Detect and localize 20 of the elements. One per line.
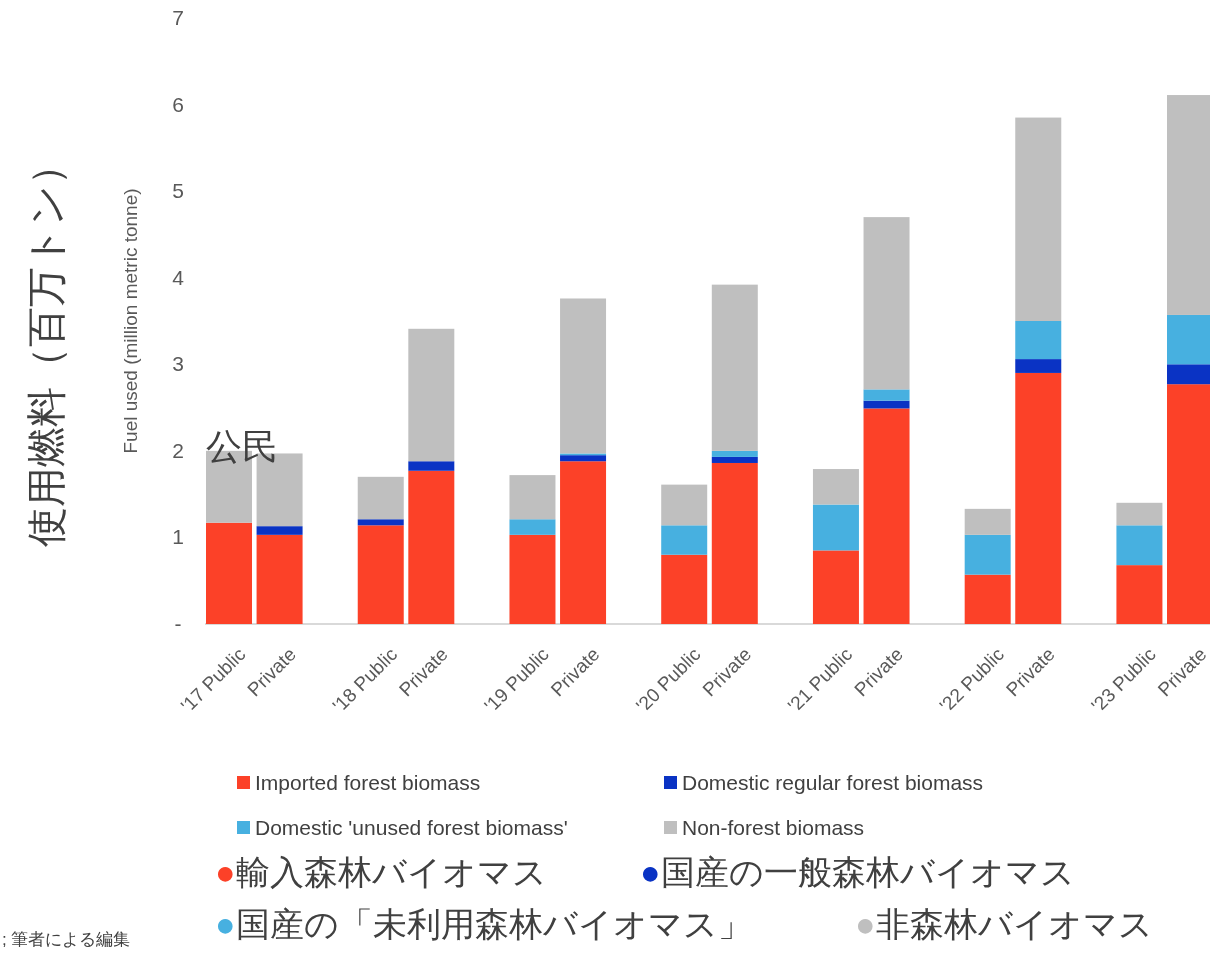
y-tick-label: 5 <box>172 179 184 203</box>
text: 使用燃料（百万トン） <box>24 145 68 547</box>
legend-label: Non-forest biomass <box>682 816 865 839</box>
y-axis-title: Fuel used (million metric tonne) <box>120 188 141 454</box>
y-tick-label: 2 <box>172 438 184 462</box>
text: ●輸入森林バイオマス <box>215 853 547 891</box>
text: ; 筆者による編集 <box>2 930 131 949</box>
legend-label: Domestic 'unused forest biomass' <box>255 816 568 839</box>
y-tick-label: 7 <box>172 6 184 29</box>
y-tick-label: 4 <box>172 265 185 289</box>
y-tick-label: 1 <box>172 525 184 549</box>
text: ●国産の一般森林バイオマス <box>640 853 1075 891</box>
legend-label: Domestic regular forest biomass <box>682 771 984 794</box>
text: ●国産の「未利用森林バイオマス」 <box>215 905 752 943</box>
text: ●非森林バイオマス <box>855 905 1153 943</box>
y-tick-label: 3 <box>172 352 184 376</box>
y-tick-label: 6 <box>172 92 184 116</box>
annotation: 公民 <box>206 425 278 467</box>
y-tick-label: - <box>174 612 182 635</box>
legend-label: Imported forest biomass <box>255 771 481 794</box>
